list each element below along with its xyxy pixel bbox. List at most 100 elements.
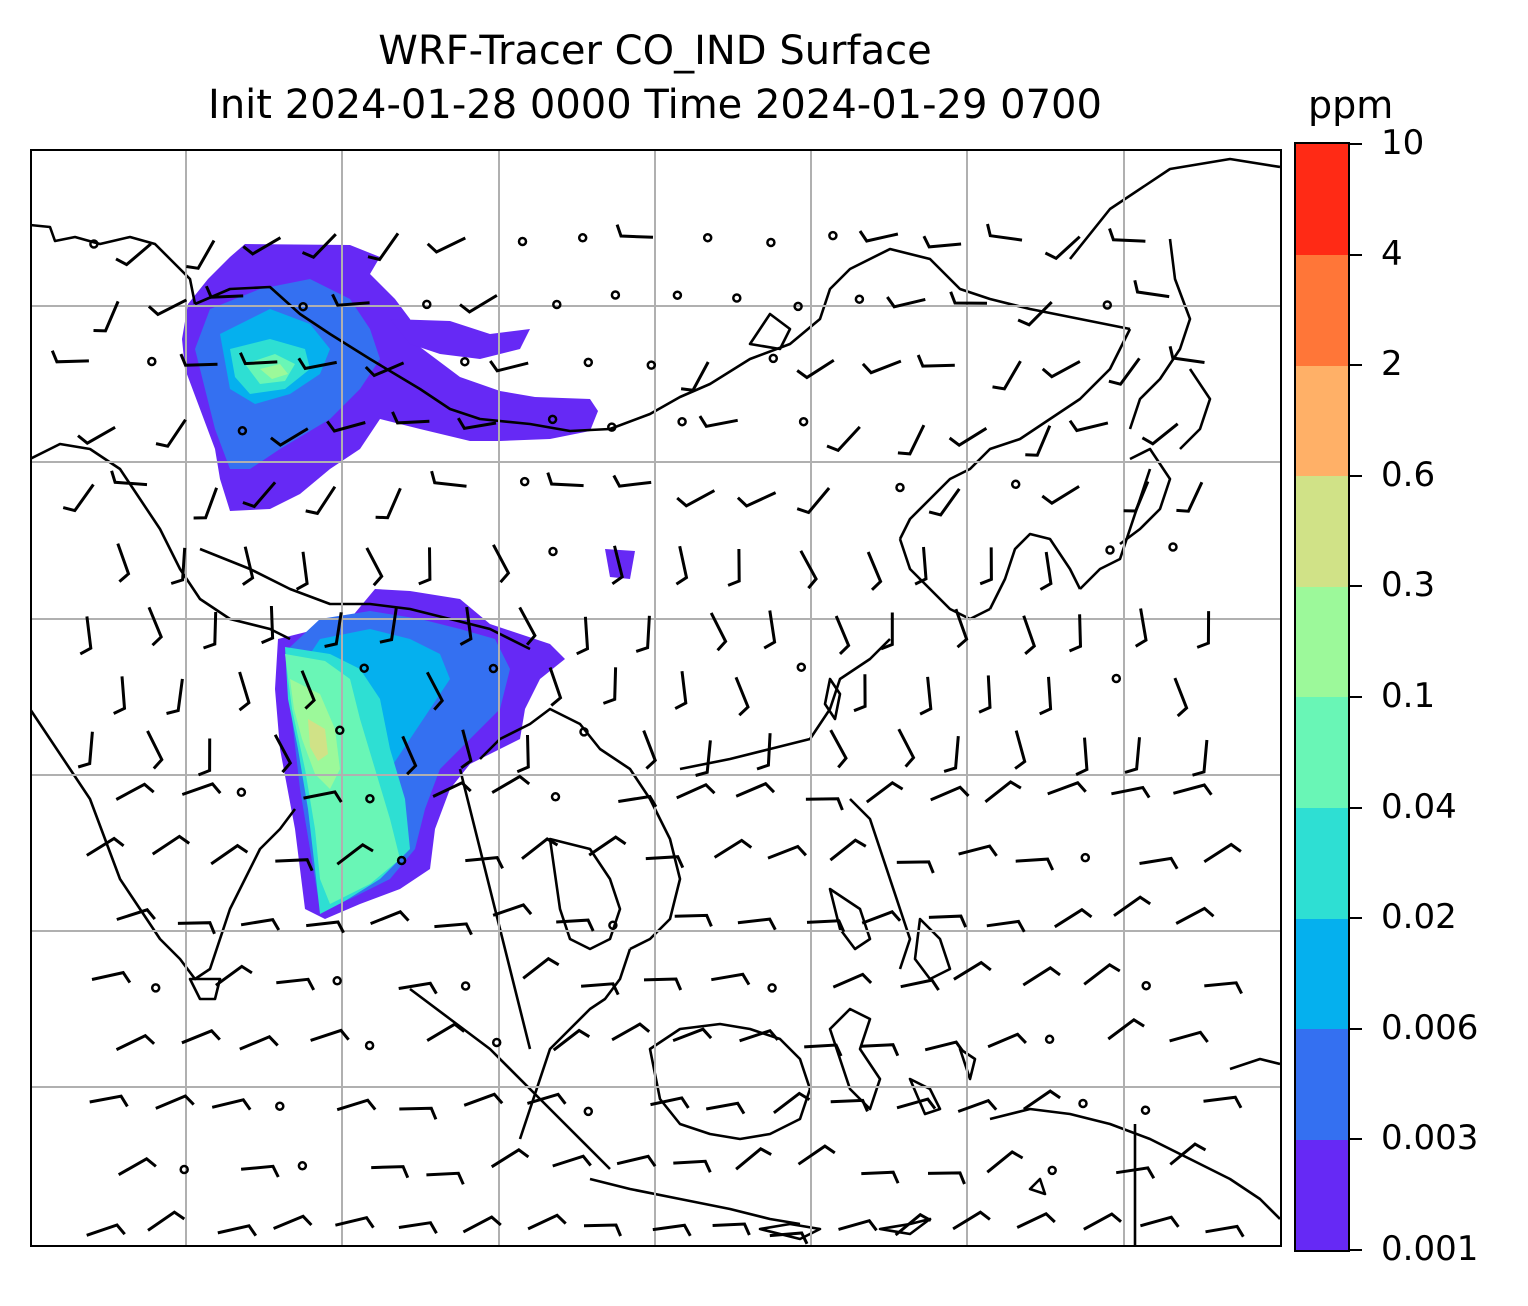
- wind-barb: [1041, 485, 1080, 506]
- wind-barb: [675, 545, 689, 586]
- calm-wind-marker: [491, 1037, 502, 1048]
- wind-barb: [1203, 842, 1242, 864]
- wind-barb: [826, 425, 861, 453]
- calm-wind-marker: [854, 294, 865, 304]
- wind-barb: [735, 781, 776, 798]
- wind-barb: [426, 236, 466, 254]
- calm-wind-marker: [766, 237, 776, 248]
- wind-barb: [463, 1092, 504, 1107]
- wind-barb: [799, 550, 818, 590]
- wind-barb: [1115, 1166, 1156, 1180]
- wind-barb: [305, 485, 337, 516]
- wind-barb: [426, 1022, 466, 1042]
- wind-barb: [273, 1214, 313, 1230]
- wind-barb: [1014, 730, 1027, 770]
- wind-barb: [1016, 1212, 1056, 1229]
- wind-barb: [275, 858, 314, 872]
- colorbar-segment: [1296, 918, 1348, 1030]
- wind-barb: [375, 487, 402, 520]
- colorbar-segment: [1296, 586, 1348, 698]
- plot-title-line1: WRF-Tracer CO_IND Surface: [378, 28, 932, 74]
- calm-wind-marker: [577, 233, 588, 243]
- wind-barb: [1107, 1017, 1145, 1041]
- wind-barb: [242, 236, 282, 256]
- calm-wind-marker: [1078, 1098, 1088, 1109]
- calm-wind-marker: [550, 792, 561, 802]
- calm-wind-marker: [608, 920, 618, 931]
- wind-barb: [796, 358, 835, 380]
- coastline-segment: [898, 538, 991, 621]
- wind-barb: [300, 670, 316, 710]
- gridlines: [30, 149, 1280, 1245]
- calm-wind-marker: [460, 981, 471, 991]
- coastline-segment: [913, 917, 952, 981]
- wind-barb: [1173, 783, 1213, 796]
- wind-barb: [1041, 360, 1081, 379]
- wind-barb: [695, 740, 712, 777]
- wind-barb: [398, 981, 438, 995]
- wind-barb: [115, 1033, 156, 1051]
- wind-barb: [115, 242, 152, 267]
- wind-barb: [737, 917, 777, 931]
- wind-barb: [736, 491, 777, 508]
- wind-barb: [894, 1212, 932, 1237]
- map-panel: [30, 149, 1280, 1245]
- wind-barb: [763, 610, 777, 650]
- wind-barb: [986, 1150, 1024, 1174]
- wind-barb: [930, 785, 970, 802]
- calm-wind-marker: [298, 301, 308, 312]
- wind-barb: [301, 233, 337, 259]
- wind-barb: [1113, 895, 1152, 917]
- wind-barb: [217, 1224, 258, 1237]
- wind-barb: [1022, 965, 1061, 987]
- wind-barb: [491, 774, 531, 794]
- calm-wind-marker: [179, 1164, 189, 1175]
- calm-wind-marker: [798, 416, 809, 427]
- wind-barb: [465, 856, 504, 869]
- colorbar-tick-mark: [1350, 253, 1362, 256]
- colorbar-tick-mark: [1350, 474, 1362, 477]
- wind-barb: [116, 908, 156, 921]
- coastline-segment: [589, 1177, 801, 1226]
- colorbar-tick-label: 0.006: [1381, 1007, 1479, 1048]
- coastline-segment: [458, 768, 532, 1050]
- colorbar-segment: [1296, 1028, 1348, 1140]
- wind-barb: [635, 615, 651, 653]
- calm-wind-marker: [646, 360, 657, 370]
- wind-barb: [364, 361, 405, 378]
- wind-barb: [954, 608, 969, 649]
- wind-barb: [756, 733, 772, 771]
- wind-barb: [1203, 1095, 1243, 1109]
- wind-barb: [987, 1032, 1027, 1049]
- colorbar-tick-label: 0.6: [1381, 454, 1436, 495]
- wind-barb: [457, 417, 497, 431]
- wind-barb: [110, 470, 148, 487]
- wind-barb: [615, 224, 654, 239]
- wind-barb: [399, 1106, 438, 1120]
- coastline-segment: [908, 1077, 942, 1116]
- calm-wind-marker: [583, 1106, 594, 1117]
- wind-barb: [77, 425, 116, 446]
- wind-barb: [518, 606, 537, 646]
- wind-barb: [522, 956, 560, 980]
- calm-wind-marker: [517, 236, 528, 247]
- wind-barb: [1075, 737, 1089, 776]
- wind-barb: [326, 420, 366, 433]
- wind-barb: [462, 1215, 502, 1234]
- wind-barb: [1133, 279, 1170, 299]
- wind-barb: [672, 1027, 713, 1043]
- wind-barb: [1039, 551, 1053, 591]
- wind-barb: [772, 1091, 811, 1114]
- wind-barb: [1083, 962, 1121, 986]
- wind-barb: [1169, 1030, 1209, 1043]
- wind-barb: [616, 1154, 657, 1168]
- coastline-segment: [1229, 1057, 1280, 1071]
- wind-barb: [79, 616, 93, 656]
- wind-barb: [896, 1097, 937, 1110]
- plume-contour: [260, 364, 288, 379]
- wind-barb: [986, 223, 1023, 242]
- wind-barb: [680, 361, 710, 392]
- wind-barb: [146, 730, 164, 770]
- wind-barb: [91, 970, 132, 984]
- wind-barb: [914, 546, 928, 586]
